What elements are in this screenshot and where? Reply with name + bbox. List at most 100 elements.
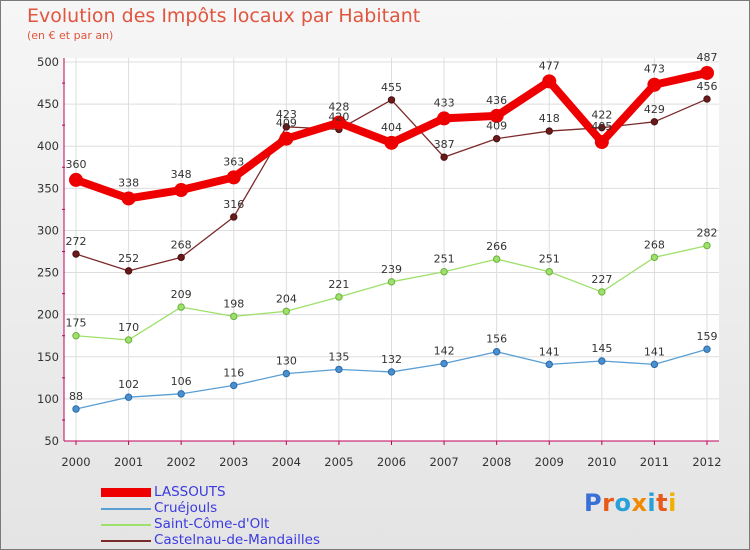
data-label-lassouts: 473 [644,63,665,76]
x-tick-label: 2005 [324,455,353,469]
data-point-saint_come [230,312,238,321]
legend-swatch-castelnau [101,540,151,542]
data-point-lassouts [226,170,241,185]
x-tick-label: 2011 [640,455,669,469]
data-point-lassouts [69,172,83,187]
data-point-cruejouls [598,357,606,365]
data-point-castelnau [598,123,606,132]
y-tick-label: 450 [37,97,59,111]
chart-subtitle: (en € et par an) [27,29,114,42]
legend-swatch-cruejouls [101,508,151,510]
data-point-saint_come [177,303,185,311]
legend-item-castelnau: Castelnau-de-Mandailles [101,532,401,549]
data-label-cruejouls: 88 [69,390,83,403]
data-point-saint_come [545,268,553,276]
data-point-castelnau [177,253,185,262]
data-label-cruejouls: 142 [434,345,455,358]
data-point-saint_come [72,332,80,340]
data-label-lassouts: 433 [434,96,455,109]
data-point-cruejouls [387,368,396,376]
data-label-lassouts: 348 [171,168,192,181]
y-tick-label: 50 [44,434,59,448]
data-label-castelnau: 429 [644,103,665,116]
y-tick-label: 300 [37,223,59,237]
data-label-saint_come: 239 [381,263,402,276]
y-tick-label: 350 [37,181,59,195]
data-point-lassouts [331,115,346,130]
data-point-castelnau [387,96,396,104]
data-point-cruejouls [335,365,343,374]
x-tick-label: 2012 [692,455,721,469]
data-point-lassouts [542,74,557,89]
data-point-castelnau [703,95,711,103]
data-label-saint_come: 251 [539,253,560,266]
data-label-castelnau: 387 [434,138,455,151]
y-tick-label: 250 [37,266,59,280]
data-label-cruejouls: 141 [644,345,665,358]
data-point-saint_come [703,241,711,250]
data-label-saint_come: 282 [697,227,718,240]
x-tick-label: 2007 [429,455,458,469]
x-tick-label: 2002 [167,455,196,469]
data-label-saint_come: 227 [591,273,612,286]
data-point-castelnau [72,250,80,258]
data-point-cruejouls [230,381,238,390]
data-label-saint_come: 198 [223,297,244,310]
chart-legend: LASSOUTS Cruéjouls Saint-Côme-d'Olt Cast… [101,484,401,549]
y-tick-label: 150 [37,350,59,364]
data-point-castelnau [545,127,553,135]
data-point-lassouts [594,135,609,150]
data-label-lassouts: 338 [118,176,139,189]
x-tick-label: 2001 [114,455,143,469]
x-tick-label: 2009 [535,455,564,469]
data-label-saint_come: 251 [434,253,455,266]
data-point-saint_come [387,278,396,286]
legend-label-castelnau: Castelnau-de-Mandailles [154,532,320,548]
data-label-castelnau: 272 [66,235,87,248]
data-point-castelnau [650,118,659,126]
data-label-castelnau: 455 [381,81,402,94]
data-label-cruejouls: 156 [486,333,507,346]
legend-label-cruejouls: Cruéjouls [154,500,218,516]
y-tick-label: 500 [37,55,59,69]
data-point-cruejouls [440,359,448,368]
data-label-lassouts: 428 [328,101,349,114]
data-label-castelnau: 420 [328,110,349,123]
legend-item-lassouts: LASSOUTS [101,484,401,501]
data-label-castelnau: 252 [118,252,139,265]
x-tick-label: 2008 [482,455,511,469]
data-point-lassouts [121,191,136,206]
data-label-castelnau: 409 [486,120,507,133]
data-point-saint_come [282,307,291,315]
data-point-saint_come [124,336,133,344]
data-point-saint_come [650,253,659,262]
data-label-cruejouls: 102 [118,378,139,391]
data-label-cruejouls: 159 [697,330,718,343]
data-point-cruejouls [72,405,80,413]
data-label-lassouts: 477 [539,59,560,72]
data-label-lassouts: 487 [697,51,718,64]
data-point-lassouts [700,65,714,80]
legend-label-saint-come: Saint-Côme-d'Olt [154,516,270,532]
data-point-cruejouls [703,345,711,353]
data-label-saint_come: 204 [276,292,297,305]
data-label-saint_come: 266 [486,240,507,253]
data-label-cruejouls: 130 [276,355,297,368]
data-point-lassouts [489,108,504,123]
data-label-lassouts: 360 [66,158,87,171]
data-label-castelnau: 316 [223,198,244,211]
data-point-castelnau [492,134,501,143]
data-label-castelnau: 268 [171,238,192,251]
data-label-lassouts: 436 [486,94,507,107]
data-point-lassouts [437,111,452,126]
data-label-cruejouls: 106 [171,375,192,388]
data-label-lassouts: 363 [223,155,244,168]
x-tick-label: 2010 [587,455,616,469]
y-tick-label: 100 [37,392,59,406]
data-label-castelnau: 423 [276,108,297,121]
x-tick-label: 2000 [61,455,90,469]
data-label-lassouts: 409 [276,117,297,130]
legend-swatch-lassouts [101,488,151,497]
